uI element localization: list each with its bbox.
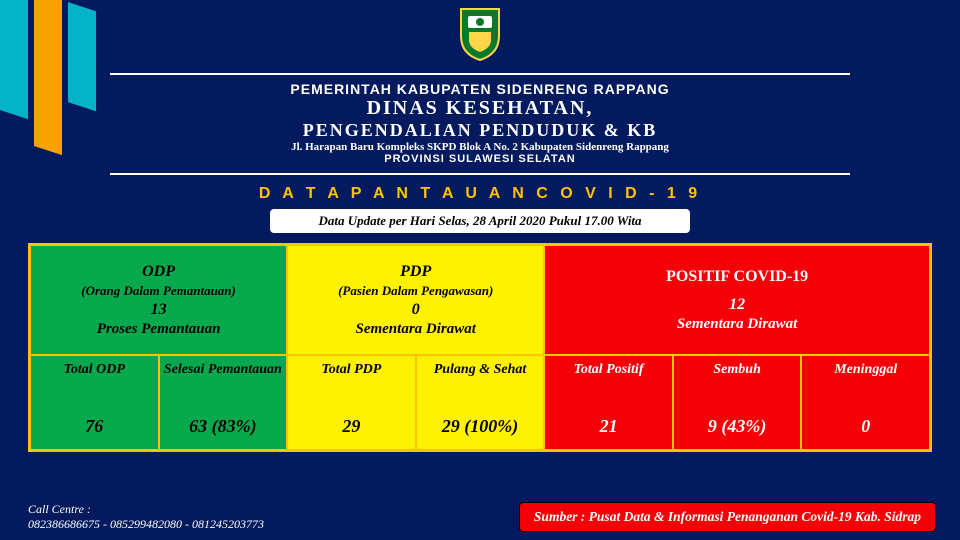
odp-count: 13 — [151, 301, 167, 319]
update-pill: Data Update per Hari Selas, 28 April 202… — [270, 209, 690, 233]
pdp-pulang-cell: Pulang & Sehat 29 (100%) — [416, 355, 545, 450]
pdp-total-cell: Total PDP 29 — [287, 355, 416, 450]
positif-total-cell: Total Positif 21 — [544, 355, 673, 450]
odp-status: Proses Pemantauan — [97, 321, 221, 338]
positif-sembuh-label: Sembuh — [713, 362, 760, 378]
positif-total-label: Total Positif — [574, 362, 644, 378]
positif-status: Sementara Dirawat — [677, 316, 797, 333]
odp-total-label: Total ODP — [64, 362, 125, 378]
positif-meninggal-value: 0 — [861, 416, 870, 437]
header-address: Jl. Harapan Baru Kompleks SKPD Blok A No… — [114, 141, 846, 153]
pdp-top: PDP (Pasien Dalam Pengawasan) 0 Sementar… — [287, 245, 544, 355]
positif-top: POSITIF COVID-19 12 Sementara Dirawat — [544, 245, 930, 355]
pdp-total-value: 29 — [342, 416, 360, 437]
positif-meninggal-cell: Meninggal 0 — [801, 355, 930, 450]
odp-selesai-value: 63 (83%) — [189, 416, 256, 437]
odp-selesai-cell: Selesai Pemantauan 63 (83%) — [159, 355, 288, 450]
positif-count: 12 — [729, 296, 745, 314]
pdp-count: 0 — [412, 301, 420, 319]
odp-total-cell: Total ODP 76 — [30, 355, 159, 450]
pdp-subtitle: (Pasien Dalam Pengawasan) — [338, 283, 493, 299]
pdp-total-label: Total PDP — [322, 362, 382, 378]
odp-total-value: 76 — [85, 416, 103, 437]
section-title: D A T A P A N T A U A N C O V I D - 1 9 — [0, 185, 960, 203]
call-centre: Call Centre : 082386686675 - 08529948208… — [28, 502, 264, 532]
header-dept1: DINAS KESEHATAN, — [114, 97, 846, 120]
positif-total-value: 21 — [600, 416, 618, 437]
odp-top: ODP (Orang Dalam Pemantauan) 13 Proses P… — [30, 245, 287, 355]
positif-sembuh-value: 9 (43%) — [708, 416, 766, 437]
pdp-pulang-value: 29 (100%) — [442, 416, 518, 437]
call-centre-numbers: 082386686675 - 085299482080 - 0812452037… — [28, 517, 264, 532]
call-centre-label: Call Centre : — [28, 502, 264, 517]
header-dept2: PENGENDALIAN PENDUDUK & KB — [114, 120, 846, 141]
positif-title: POSITIF COVID-19 — [666, 268, 808, 286]
header-org: PEMERINTAH KABUPATEN SIDENRENG RAPPANG — [114, 81, 846, 97]
footer: Call Centre : 082386686675 - 08529948208… — [0, 496, 960, 540]
data-grid: ODP (Orang Dalam Pemantauan) 13 Proses P… — [28, 243, 932, 452]
pdp-pulang-label: Pulang & Sehat — [434, 362, 527, 378]
header-province: PROVINSI SULAWESI SELATAN — [114, 153, 846, 165]
odp-bottom: Total ODP 76 Selesai Pemantauan 63 (83%) — [30, 355, 287, 450]
odp-title: ODP — [142, 263, 175, 281]
positif-sembuh-cell: Sembuh 9 (43%) — [673, 355, 802, 450]
positif-meninggal-label: Meninggal — [834, 362, 897, 378]
odp-subtitle: (Orang Dalam Pemantauan) — [81, 283, 236, 299]
pdp-bottom: Total PDP 29 Pulang & Sehat 29 (100%) — [287, 355, 544, 450]
pdp-title: PDP — [400, 263, 431, 281]
positif-bottom: Total Positif 21 Sembuh 9 (43%) Meningga… — [544, 355, 930, 450]
header-block: PEMERINTAH KABUPATEN SIDENRENG RAPPANG D… — [110, 73, 850, 175]
pdp-status: Sementara Dirawat — [355, 321, 475, 338]
kabupaten-logo — [457, 6, 503, 67]
odp-selesai-label: Selesai Pemantauan — [164, 362, 282, 378]
source-box: Sumber : Pusat Data & Informasi Penangan… — [519, 502, 936, 532]
